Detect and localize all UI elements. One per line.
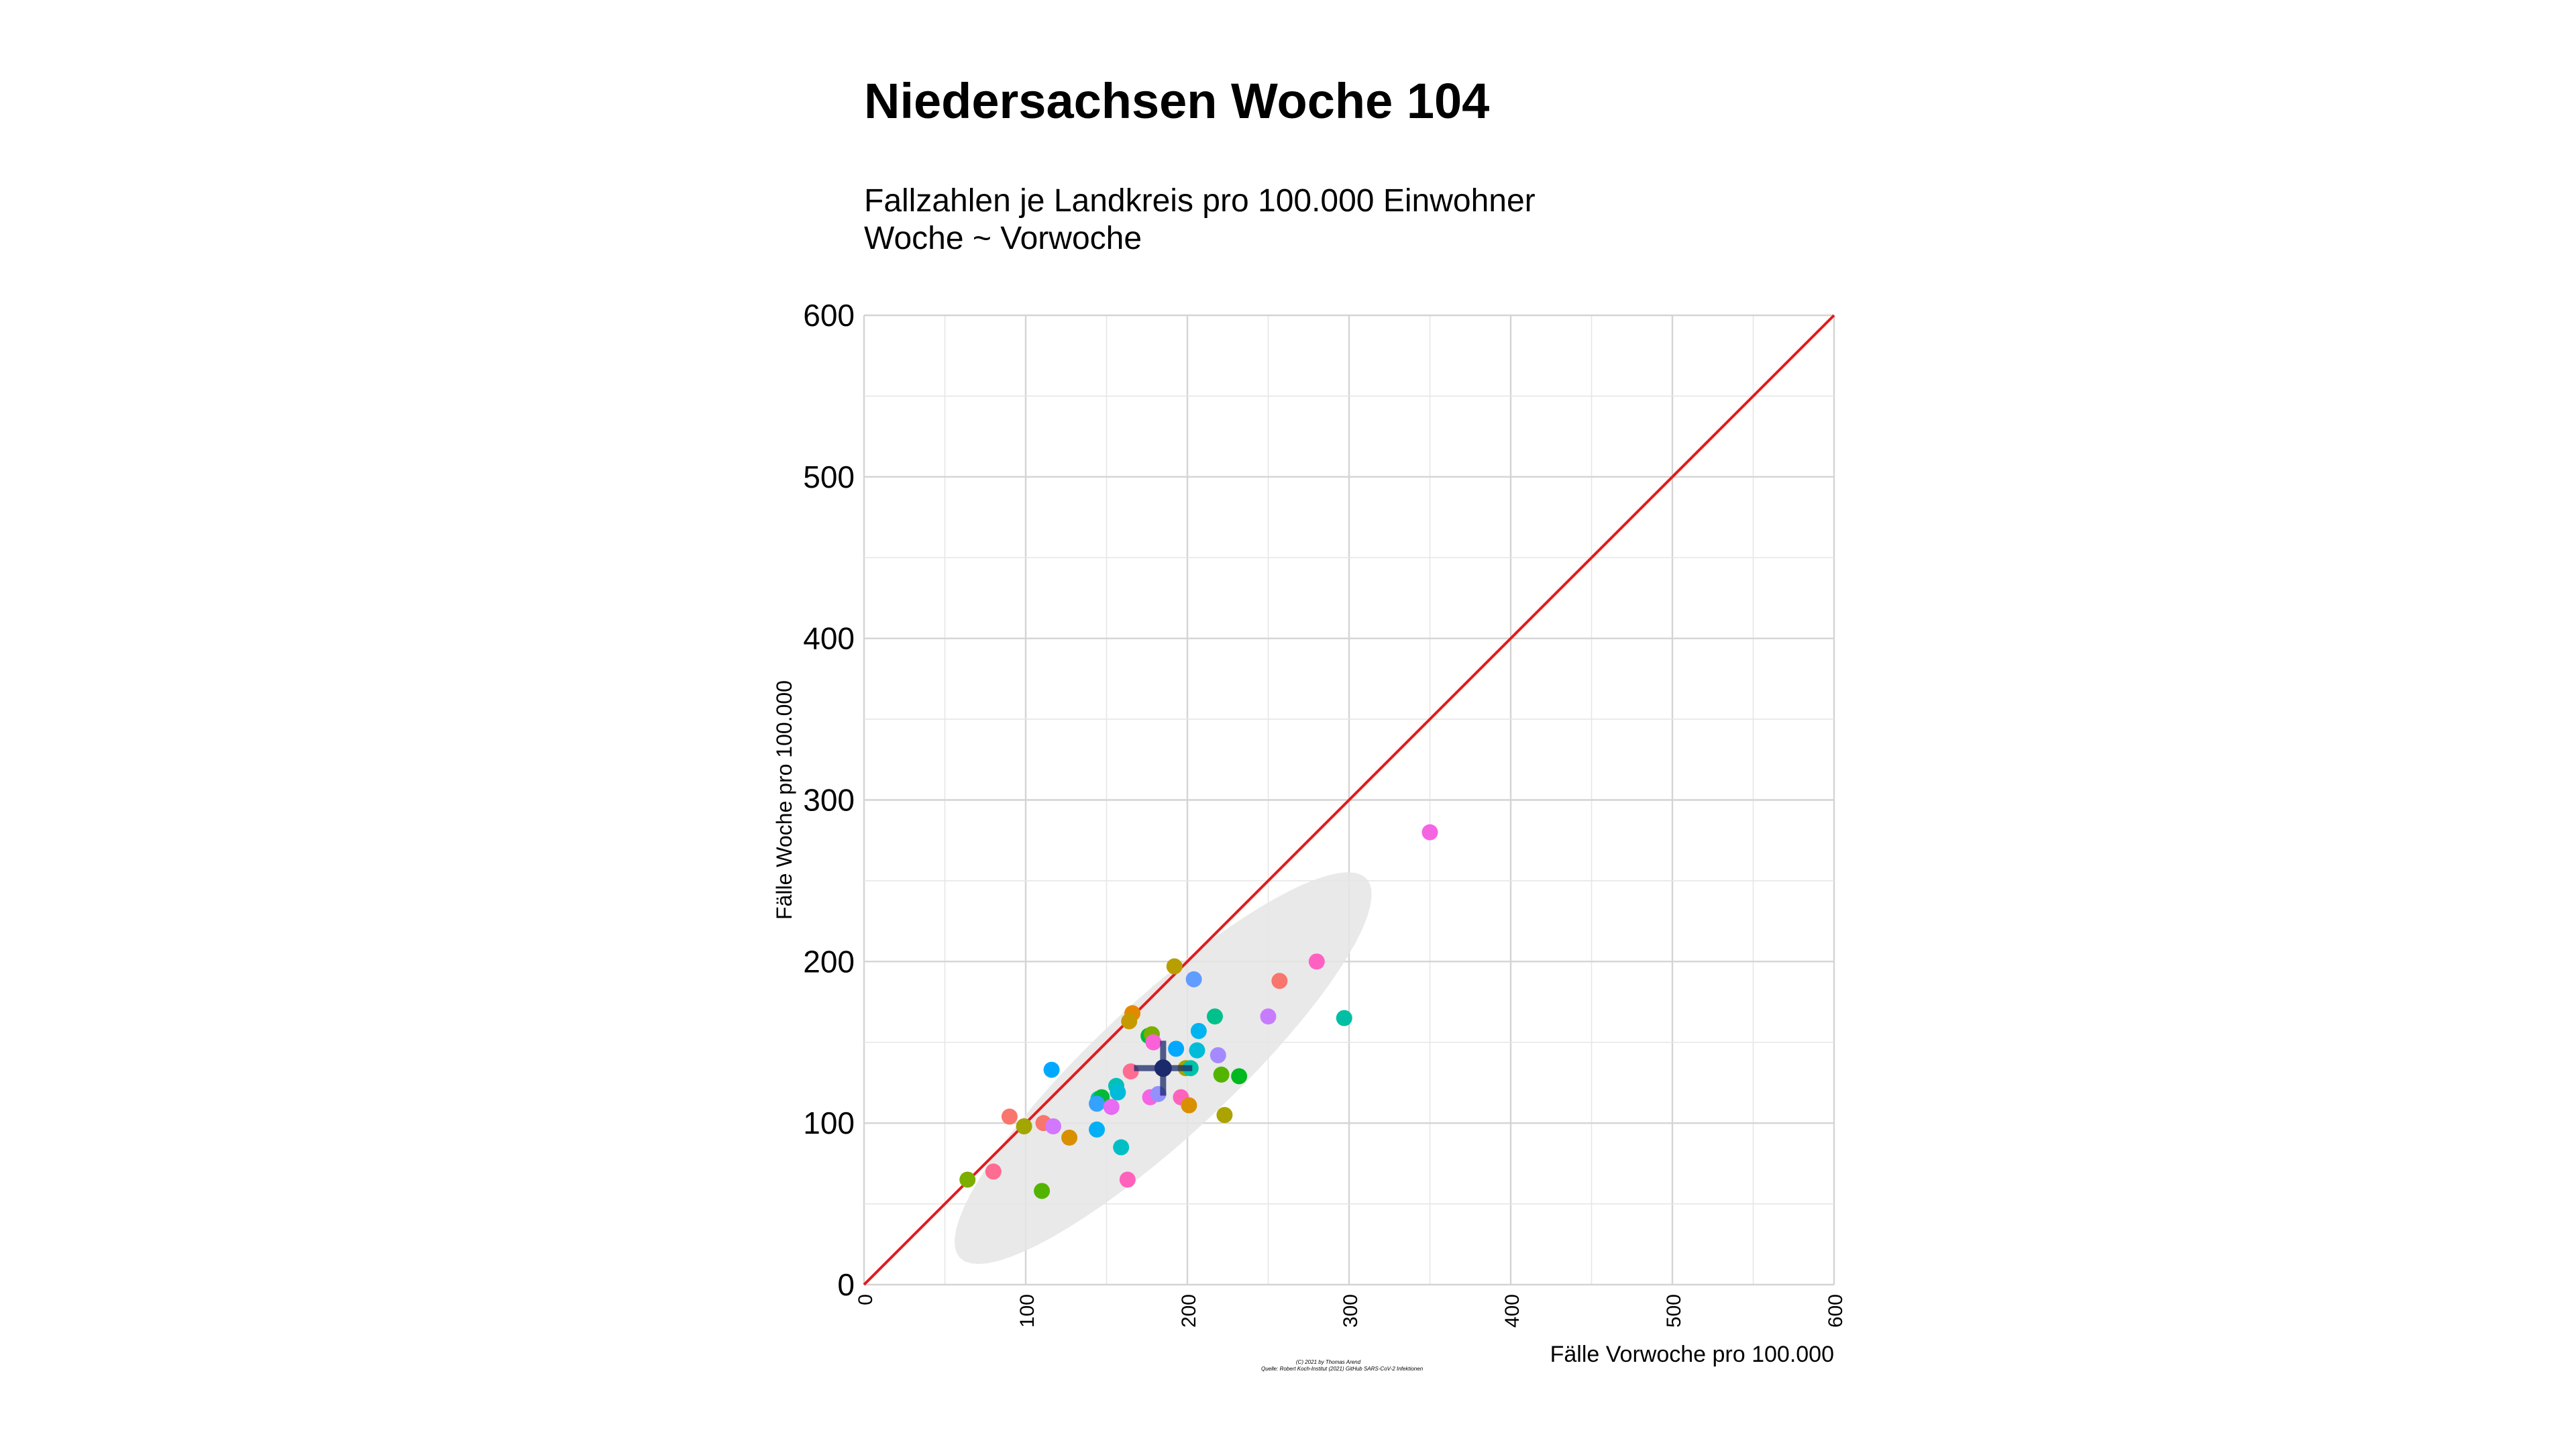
data-point xyxy=(1145,1034,1162,1051)
data-point xyxy=(1181,1097,1197,1114)
y-tick-label: 400 xyxy=(803,621,855,656)
data-point xyxy=(959,1171,976,1188)
data-point xyxy=(1308,953,1325,970)
subtitle-line-2: Woche ~ Vorwoche xyxy=(864,221,1142,256)
data-point xyxy=(1103,1099,1120,1116)
data-point xyxy=(1119,1171,1136,1188)
subtitle-line-1: Fallzahlen je Landkreis pro 100.000 Einw… xyxy=(864,183,1536,219)
data-point xyxy=(1016,1118,1032,1134)
x-tick-label: 300 xyxy=(1340,1294,1362,1328)
data-point xyxy=(1271,973,1288,989)
y-tick-label: 500 xyxy=(803,460,855,494)
data-point xyxy=(1168,1040,1185,1057)
data-point xyxy=(1421,824,1438,841)
mean-marker xyxy=(1134,1040,1193,1096)
y-tick-label: 200 xyxy=(803,944,855,979)
data-point xyxy=(1089,1095,1106,1112)
x-tick-label: 0 xyxy=(855,1294,877,1305)
data-point xyxy=(1206,1008,1223,1025)
data-point xyxy=(1260,1008,1277,1025)
y-tick-label: 100 xyxy=(803,1106,855,1140)
data-point xyxy=(1061,1129,1078,1146)
data-point xyxy=(1001,1108,1018,1125)
data-point xyxy=(1043,1061,1060,1078)
data-point xyxy=(1336,1010,1352,1026)
data-point xyxy=(1190,1022,1207,1039)
x-axis-label: Fälle Vorwoche pro 100.000 xyxy=(1550,1342,1834,1367)
y-tick-label: 0 xyxy=(837,1267,855,1302)
data-point xyxy=(1113,1139,1130,1156)
x-tick-label: 200 xyxy=(1178,1294,1200,1328)
data-point xyxy=(1216,1107,1233,1124)
x-tick-label: 600 xyxy=(1825,1294,1847,1328)
data-point xyxy=(985,1163,1002,1180)
data-point xyxy=(1166,958,1183,975)
source-caption: Quelle: Robert Koch-Institut (2021) GitH… xyxy=(1261,1366,1424,1372)
axis-labels: 0 100 200 300 400 500 600 0 100 200 300 400 500 600 Fä… xyxy=(772,298,1847,1367)
data-point xyxy=(1231,1068,1248,1085)
y-tick-label: 300 xyxy=(803,783,855,818)
data-point xyxy=(1189,1042,1205,1059)
copyright-caption: (C) 2021 by Thomas Arend xyxy=(1295,1359,1361,1365)
chart-subtitle: Fallzahlen je Landkreis pro 100.000 Einw… xyxy=(864,182,1536,258)
data-point xyxy=(1044,1118,1061,1134)
data-point xyxy=(1089,1121,1106,1138)
x-tick-label: 500 xyxy=(1663,1294,1685,1328)
mean-point xyxy=(1154,1059,1172,1077)
x-tick-label: 400 xyxy=(1501,1294,1523,1328)
data-point xyxy=(1034,1183,1051,1199)
x-tick-label: 100 xyxy=(1016,1294,1038,1328)
data-point xyxy=(1121,1013,1138,1030)
y-tick-label: 600 xyxy=(803,298,855,333)
data-point xyxy=(1185,971,1202,987)
chart-title: Niedersachsen Woche 104 xyxy=(864,73,1490,129)
data-point xyxy=(1110,1084,1126,1101)
data-point xyxy=(1213,1066,1230,1083)
y-axis-label: Fälle Woche pro 100.000 xyxy=(772,680,796,920)
data-point xyxy=(1210,1047,1226,1064)
